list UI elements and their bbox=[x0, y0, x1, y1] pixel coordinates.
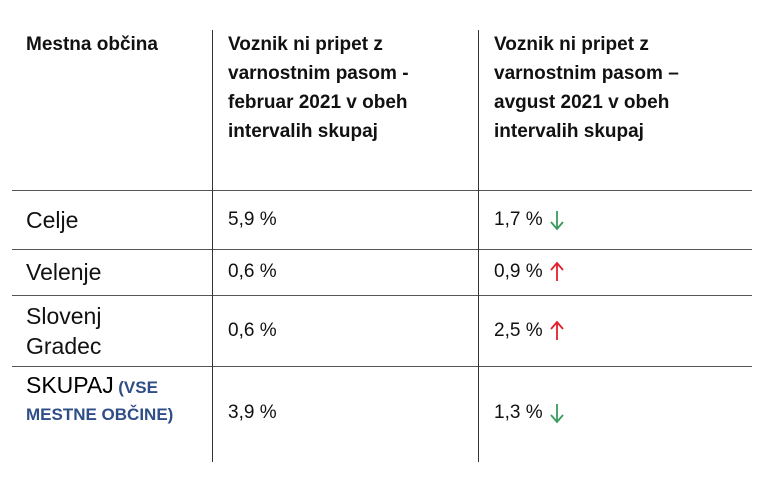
text: Celje bbox=[26, 206, 79, 233]
up-arrow bbox=[549, 261, 564, 281]
value: 0,9 % bbox=[494, 249, 565, 295]
note: (VSE MESTNE OBČINE) bbox=[26, 378, 174, 424]
value: 0,6 % bbox=[228, 249, 277, 295]
header-cell: Mestna občina bbox=[26, 34, 158, 55]
value: 1,3 % bbox=[494, 366, 565, 460]
value: 1,7 % bbox=[494, 190, 565, 249]
value: 3,9 % bbox=[228, 366, 277, 460]
municipality: SKUPAJ (VSE MESTNE OBČINE) bbox=[26, 370, 206, 428]
text: 0,9 % bbox=[494, 261, 543, 282]
value: 5,9 % bbox=[228, 190, 277, 249]
text: 3,9 % bbox=[228, 402, 277, 423]
value: 0,6 % bbox=[228, 295, 277, 366]
down-arrow bbox=[549, 210, 564, 230]
value: 2,5 % bbox=[494, 295, 565, 366]
municipality: Velenje bbox=[26, 249, 206, 295]
text: 5,9 % bbox=[228, 208, 277, 230]
municipality: Slovenj Gradec bbox=[26, 295, 156, 366]
text: 0,6 % bbox=[228, 261, 277, 282]
down-arrow bbox=[549, 404, 564, 424]
text: 1,7 % bbox=[494, 208, 543, 230]
text: 2,5 % bbox=[494, 319, 543, 341]
up-arrow bbox=[549, 320, 564, 340]
text: SKUPAJ bbox=[26, 372, 114, 398]
text: 0,6 % bbox=[228, 319, 277, 341]
row-border bbox=[12, 295, 752, 296]
row-border bbox=[12, 190, 752, 191]
row-border bbox=[12, 249, 752, 250]
column-border bbox=[478, 30, 479, 462]
header-cell: Voznik ni pripet z varnostnim pasom - fe… bbox=[228, 34, 409, 142]
municipality: Celje bbox=[26, 190, 206, 249]
text: Velenje bbox=[26, 259, 102, 285]
text: Slovenj Gradec bbox=[26, 302, 102, 359]
header-cell: Voznik ni pripet z varnostnim pasom – av… bbox=[494, 34, 679, 142]
column-border bbox=[212, 30, 213, 462]
row-border bbox=[12, 366, 752, 367]
text: 1,3 % bbox=[494, 402, 543, 423]
